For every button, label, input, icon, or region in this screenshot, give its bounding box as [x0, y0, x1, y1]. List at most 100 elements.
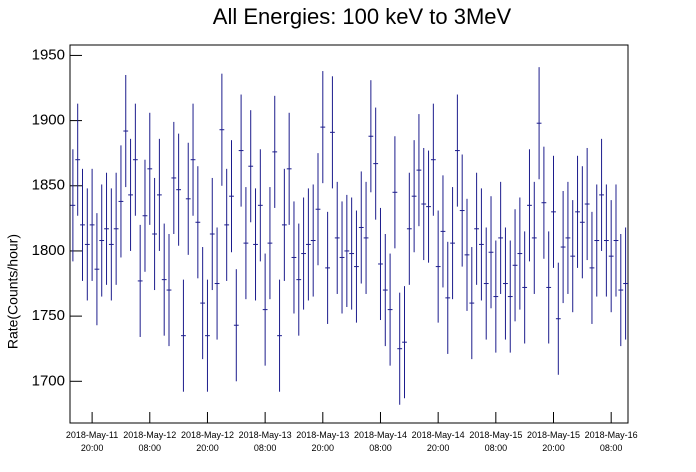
error-point — [551, 155, 556, 268]
error-point — [238, 94, 244, 207]
error-point — [281, 168, 287, 281]
error-point — [305, 188, 311, 301]
error-point — [219, 73, 225, 186]
error-point — [262, 253, 268, 366]
error-point — [368, 80, 374, 193]
error-point — [575, 155, 580, 268]
error-point — [132, 103, 138, 216]
error-point — [565, 181, 571, 294]
error-point — [89, 168, 95, 281]
error-point — [579, 166, 585, 279]
error-point — [176, 133, 182, 246]
error-point — [363, 181, 369, 294]
error-point — [253, 188, 258, 301]
error-point — [507, 240, 513, 353]
y-tick-label: 1900 — [32, 112, 65, 129]
error-point — [373, 107, 379, 220]
error-point — [209, 177, 215, 291]
y-tick-label: 1950 — [32, 46, 65, 63]
error-point — [503, 227, 508, 340]
error-point — [517, 197, 523, 310]
error-point — [94, 213, 100, 326]
error-point — [546, 231, 552, 344]
error-point — [397, 292, 403, 405]
error-point — [277, 279, 282, 392]
error-point — [267, 187, 273, 300]
error-point — [334, 181, 340, 294]
error-point — [560, 190, 566, 304]
error-point — [291, 201, 297, 314]
y-tick-label: 1850 — [32, 177, 65, 194]
error-point — [498, 181, 504, 294]
error-point — [205, 279, 210, 392]
error-point — [214, 227, 220, 340]
error-point — [257, 149, 263, 262]
error-point — [531, 181, 537, 294]
error-point — [426, 150, 431, 263]
error-point — [599, 138, 604, 251]
error-point — [75, 103, 81, 216]
error-point — [459, 154, 465, 267]
error-point — [512, 209, 518, 322]
error-point — [613, 184, 619, 297]
error-point — [113, 172, 119, 285]
error-point — [479, 188, 484, 301]
error-point — [200, 247, 206, 360]
error-point — [570, 200, 576, 313]
x-tick-label: 2018-May-13 20:00 — [296, 430, 349, 453]
error-point — [99, 184, 105, 297]
x-tick-label: 2018-May-14 20:00 — [412, 430, 465, 453]
error-point — [80, 168, 85, 281]
y-tick-label: 1700 — [32, 372, 65, 389]
error-point — [584, 147, 590, 261]
error-point — [128, 138, 133, 251]
x-tick-label: 2018-May-13 08:00 — [239, 430, 292, 453]
error-point — [310, 184, 316, 297]
error-point — [454, 94, 460, 207]
error-point — [382, 234, 388, 347]
error-point — [435, 210, 441, 323]
error-point — [608, 200, 614, 313]
error-point — [392, 136, 398, 249]
error-point — [286, 112, 292, 225]
x-tick-label: 2018-May-12 20:00 — [181, 430, 234, 453]
error-point — [493, 240, 499, 353]
error-point — [224, 168, 230, 281]
x-tick-label: 2018-May-12 08:00 — [123, 430, 176, 453]
error-point — [185, 142, 191, 255]
x-tick-label: 2018-May-14 08:00 — [354, 430, 407, 453]
error-point — [469, 247, 475, 360]
error-point — [243, 187, 249, 300]
error-point — [623, 227, 628, 340]
error-point — [161, 223, 167, 336]
error-point — [450, 187, 455, 300]
error-point — [330, 76, 335, 189]
error-point — [406, 172, 412, 285]
y-tick-label: 1750 — [32, 307, 65, 324]
error-point — [522, 231, 528, 344]
y-axis-label: Rate(Counts/hour) — [5, 234, 21, 349]
error-point — [301, 197, 306, 310]
error-point — [137, 224, 143, 337]
error-point — [70, 149, 76, 262]
error-point — [483, 227, 489, 340]
error-point — [171, 121, 177, 234]
error-point — [229, 140, 234, 253]
error-point — [536, 67, 542, 180]
x-tick-label: 2018-May-15 08:00 — [469, 430, 522, 453]
y-tick-label: 1800 — [32, 242, 65, 259]
error-point — [118, 145, 124, 258]
frame — [69, 44, 629, 424]
error-point — [104, 172, 109, 285]
error-point — [618, 234, 624, 347]
error-point — [527, 149, 532, 262]
error-point — [315, 153, 321, 266]
error-point — [190, 103, 196, 216]
error-point — [421, 147, 427, 261]
error-point — [181, 279, 186, 392]
error-point — [416, 114, 422, 227]
error-point — [339, 201, 345, 314]
error-point — [233, 269, 239, 382]
error-point — [541, 146, 547, 259]
error-point — [108, 188, 114, 301]
